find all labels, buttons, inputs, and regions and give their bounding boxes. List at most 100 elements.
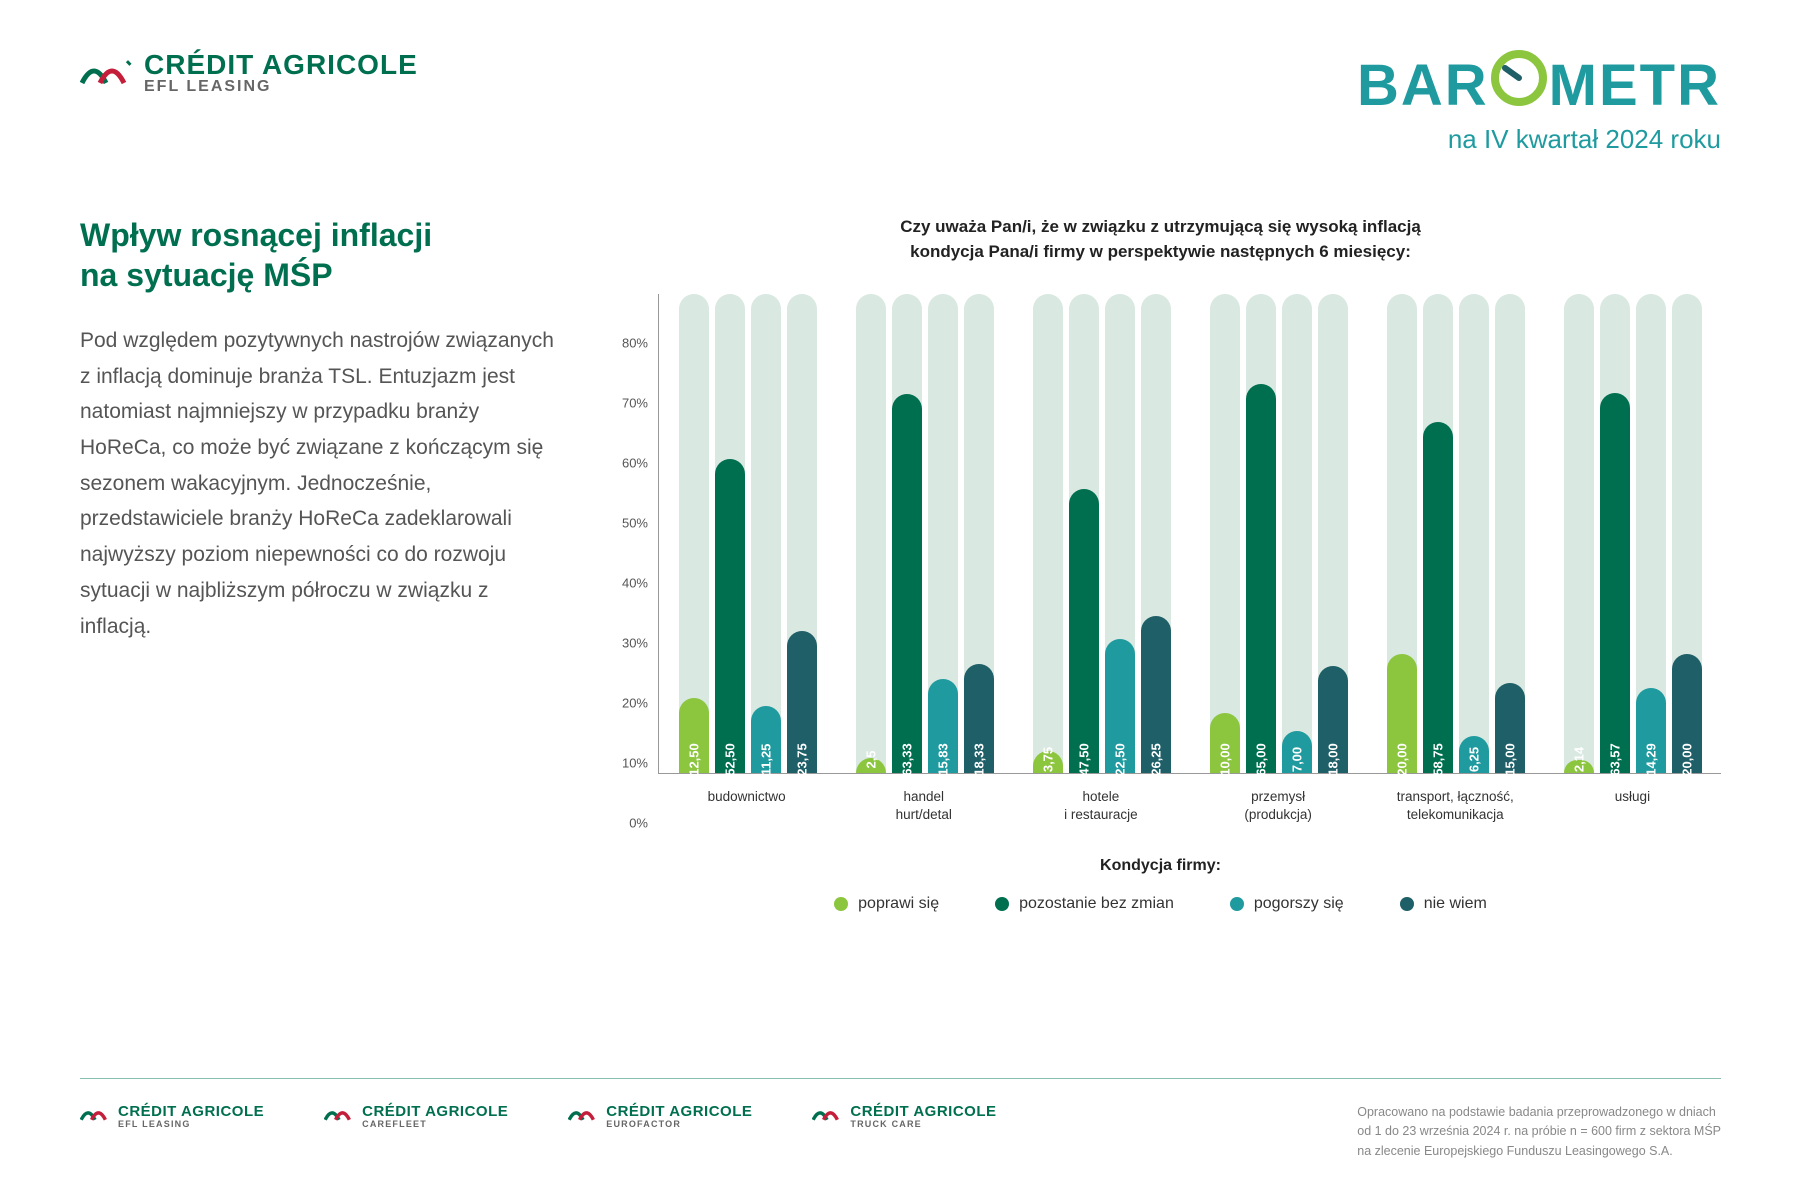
bar: 58,75	[1423, 422, 1453, 774]
bar-background	[1282, 294, 1312, 773]
legend-label: pozostanie bez zmian	[1019, 895, 1174, 913]
bar-value-label: 15,00	[1502, 744, 1517, 777]
bar-slot: 7,00	[1282, 294, 1312, 773]
y-axis-label: 30%	[600, 636, 648, 651]
bar-value-label: 6,25	[1466, 747, 1481, 772]
footer-logo-top: CRÉDIT AGRICOLE	[118, 1104, 264, 1120]
ca-mark-icon	[324, 1103, 354, 1130]
barometr-badge: BAR METR na IV kwartał 2024 roku	[1357, 50, 1721, 155]
section-title: Wpływ rosnącej inflacji na sytuację MŚP	[80, 215, 560, 295]
bar-value-label: 65,00	[1253, 744, 1268, 777]
bar-slot: 6,25	[1459, 294, 1489, 773]
bar-value-label: 2,5	[863, 751, 878, 769]
y-axis-label: 50%	[600, 516, 648, 531]
brand-top: CRÉDIT AGRICOLE	[144, 50, 418, 79]
legend-title: Kondycja firmy:	[600, 857, 1721, 875]
bar-slot: 20,00	[1672, 294, 1702, 773]
y-axis-label: 80%	[600, 336, 648, 351]
footer-logo-bottom: EFL LEASING	[118, 1120, 264, 1129]
bar-value-label: 18,33	[971, 744, 986, 777]
bar-slot: 52,50	[715, 294, 745, 773]
bar-background	[1210, 294, 1240, 773]
legend-item: nie wiem	[1400, 895, 1487, 913]
bar-slot: 26,25	[1141, 294, 1171, 773]
brand-bottom: EFL LEASING	[144, 79, 418, 96]
chart-title: Czy uważa Pan/i, że w związku z utrzymuj…	[600, 215, 1721, 264]
bar: 18,00	[1318, 666, 1348, 774]
bar-slot: 14,29	[1636, 294, 1666, 773]
bar-slot: 23,75	[787, 294, 817, 773]
note-l1: Opracowano na podstawie badania przeprow…	[1357, 1105, 1716, 1119]
right-column: Czy uważa Pan/i, że w związku z utrzymuj…	[600, 215, 1721, 913]
bar-value-label: 47,50	[1076, 744, 1091, 777]
chart-title-l1: Czy uważa Pan/i, że w związku z utrzymuj…	[900, 217, 1421, 236]
footer-logo-bottom: CAREFLEET	[362, 1120, 508, 1129]
bar-slot: 47,50	[1069, 294, 1099, 773]
bar-slot: 12,50	[679, 294, 709, 773]
note-l2: od 1 do 23 września 2024 r. na próbie n …	[1357, 1124, 1721, 1138]
chart: 12,5052,5011,2523,752,563,3315,8318,333,…	[600, 294, 1721, 823]
bar-background	[1459, 294, 1489, 773]
bar: 3,75	[1033, 751, 1063, 773]
footer-logo: CRÉDIT AGRICOLE CAREFLEET	[324, 1103, 508, 1130]
bar: 23,75	[787, 631, 817, 773]
bar-slot: 15,83	[928, 294, 958, 773]
footer-logo-top: CRÉDIT AGRICOLE	[362, 1104, 508, 1120]
bar: 63,33	[892, 394, 922, 773]
barometr-post: METR	[1549, 52, 1721, 119]
bar: 2,14	[1564, 760, 1594, 773]
bar: 65,00	[1246, 384, 1276, 773]
bar-slot: 22,50	[1105, 294, 1135, 773]
ca-mark-icon	[812, 1103, 842, 1130]
bar: 6,25	[1459, 736, 1489, 773]
y-axis-label: 40%	[600, 576, 648, 591]
legend-dot-icon	[834, 897, 848, 911]
bar-slot: 18,33	[964, 294, 994, 773]
bar-group: 3,75 47,5022,5026,25	[1013, 294, 1190, 773]
legend-label: pogorszy się	[1254, 895, 1344, 913]
ca-mark-icon	[80, 55, 132, 91]
bar-slot: 2,14	[1564, 294, 1594, 773]
bar-value-label: 26,25	[1148, 744, 1163, 777]
bar-group: 2,5 63,3315,8318,33	[836, 294, 1013, 773]
legend-dot-icon	[1230, 897, 1244, 911]
bar-slot: 58,75	[1423, 294, 1453, 773]
bar: 15,00	[1495, 683, 1525, 773]
bar: 11,25	[751, 706, 781, 773]
bar-value-label: 11,25	[758, 744, 773, 776]
footer-logo-bottom: EUROFACTOR	[606, 1120, 752, 1129]
bar-slot: 65,00	[1246, 294, 1276, 773]
legend-item: pozostanie bez zmian	[995, 895, 1174, 913]
body-text: Pod względem pozytywnych nastrojów związ…	[80, 323, 560, 644]
footer-logo: CRÉDIT AGRICOLE TRUCK CARE	[812, 1103, 996, 1130]
main-logo: CRÉDIT AGRICOLE EFL LEASING	[80, 50, 418, 96]
bar-value-label: 63,57	[1607, 744, 1622, 777]
bar: 12,50	[679, 698, 709, 773]
category-label: transport, łączność,telekomunikacja	[1367, 788, 1544, 823]
title-line2: na sytuację MŚP	[80, 257, 333, 293]
category-label: usługi	[1544, 788, 1721, 823]
category-label: hotelei restauracje	[1012, 788, 1189, 823]
note-l3: na zlecenie Europejskiego Funduszu Leasi…	[1357, 1144, 1673, 1158]
y-axis-label: 0%	[600, 816, 648, 831]
bar-group: 2,1463,5714,2920,00	[1544, 294, 1721, 773]
footer-logos: CRÉDIT AGRICOLE EFL LEASING CRÉDIT AGRIC…	[80, 1103, 997, 1130]
bar-value-label: 12,50	[686, 744, 701, 777]
content: Wpływ rosnącej inflacji na sytuację MŚP …	[80, 215, 1721, 913]
bar: 10,00	[1210, 713, 1240, 773]
bar: 22,50	[1105, 639, 1135, 774]
footer: CRÉDIT AGRICOLE EFL LEASING CRÉDIT AGRIC…	[80, 1078, 1721, 1161]
plot-area: 12,5052,5011,2523,752,563,3315,8318,333,…	[658, 294, 1721, 774]
bar-value-label: 7,00	[1289, 747, 1304, 772]
bar-value-label: 15,83	[935, 744, 950, 777]
bar-background	[1564, 294, 1594, 773]
legend-label: nie wiem	[1424, 895, 1487, 913]
bar: 47,50	[1069, 489, 1099, 773]
y-axis-label: 20%	[600, 696, 648, 711]
category-label: przemysł(produkcja)	[1190, 788, 1367, 823]
bar: 14,29	[1636, 688, 1666, 774]
legend-label: poprawi się	[858, 895, 939, 913]
footer-note: Opracowano na podstawie badania przeprow…	[1357, 1103, 1721, 1161]
y-axis-label: 60%	[600, 456, 648, 471]
bar: 26,25	[1141, 616, 1171, 773]
